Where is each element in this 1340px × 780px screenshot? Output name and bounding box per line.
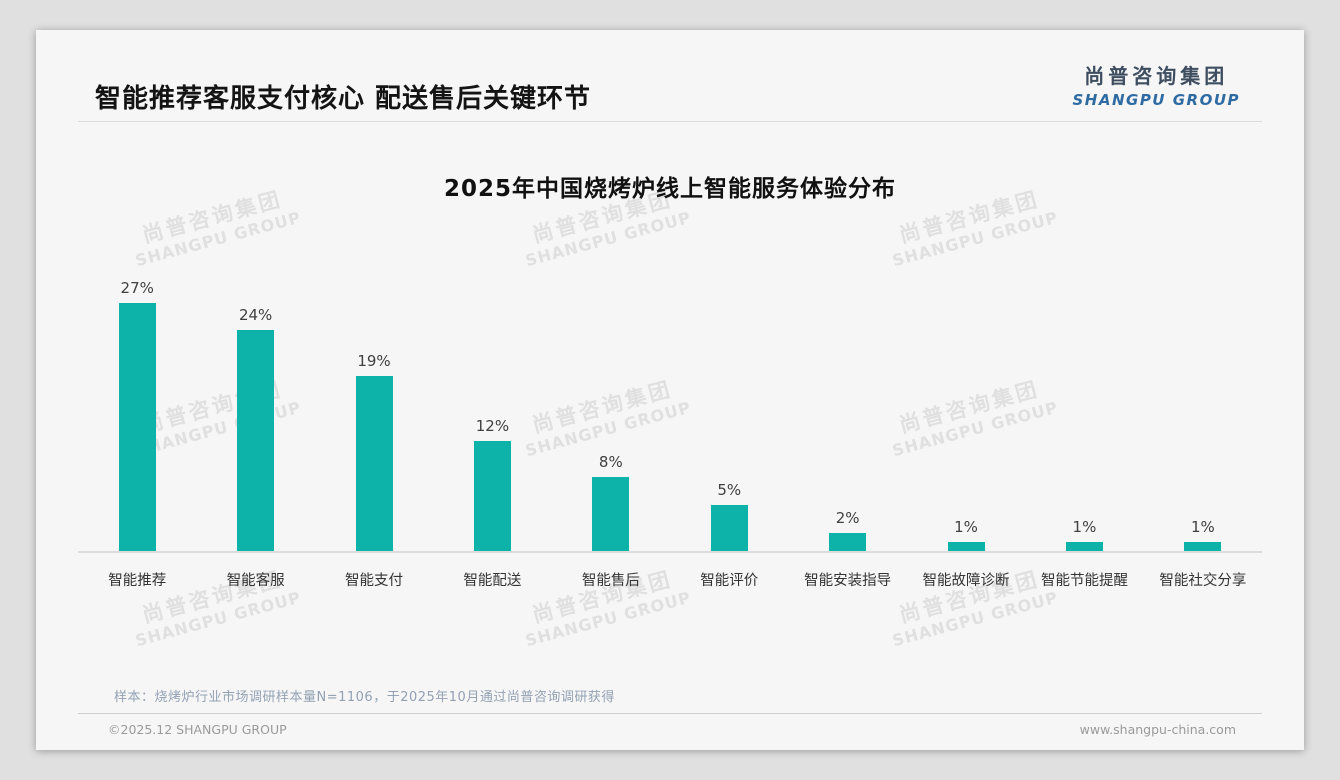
logo-english-text: SHANGPU GROUP	[1072, 91, 1240, 109]
chart-title: 2025年中国烧烤炉线上智能服务体验分布	[443, 176, 896, 202]
category-label: 智能配送	[463, 573, 522, 589]
category-label: 智能社交分享	[1159, 573, 1247, 589]
bar-value-label: 1%	[1072, 518, 1097, 536]
category-label: 智能故障诊断	[922, 573, 1010, 589]
footer: ©2025.12 SHANGPU GROUP www.shangpu-china…	[108, 722, 1236, 737]
bar	[237, 330, 275, 551]
company-logo: 尚普咨询集团 SHANGPU GROUP	[1072, 60, 1240, 109]
bar-group: 1%	[1025, 518, 1143, 551]
bar	[592, 477, 630, 551]
bar-group: 19%	[315, 352, 433, 551]
bar-group: 12%	[433, 417, 551, 551]
category-label: 智能客服	[226, 573, 285, 589]
chart-category-axis: 智能推荐 智能客服 智能支付 智能配送 智能售后 智能评价 智能安装指导 智能故障诊断 智能节能…	[78, 569, 1262, 590]
footer-divider	[78, 713, 1262, 714]
category-label: 智能安装指导	[804, 573, 892, 589]
category-label: 智能推荐	[108, 573, 167, 589]
website-url: www.shangpu-china.com	[1079, 722, 1236, 737]
bar	[355, 376, 393, 551]
page-title: 智能推荐客服支付核心 配送售后关键环节	[95, 84, 592, 114]
watermark-english-text: SHANGPU GROUP	[523, 587, 694, 651]
bar	[1184, 542, 1222, 551]
sample-note: 样本：烧烤炉行业市场调研样本量N=1106，于2025年10月通过尚普咨询调研获…	[114, 690, 615, 705]
bar-value-label: 27%	[120, 279, 154, 297]
bar-value-label: 24%	[238, 306, 273, 324]
bar-group: 24%	[196, 306, 314, 551]
category-label: 智能评价	[700, 573, 759, 589]
bar	[829, 533, 867, 551]
watermark-english-text: SHANGPU GROUP	[890, 587, 1061, 651]
bar-value-label: 5%	[717, 481, 742, 499]
bar-group: 1%	[907, 518, 1025, 551]
bar	[118, 303, 156, 551]
watermark-english-text: SHANGPU GROUP	[133, 587, 304, 651]
bar-value-label: 19%	[357, 352, 391, 370]
category-label: 智能售后	[581, 573, 640, 589]
header-divider	[78, 121, 1262, 122]
bar-value-label: 12%	[475, 417, 510, 435]
bar	[710, 505, 748, 551]
logo-chinese-text: 尚普咨询集团	[1084, 64, 1229, 88]
chart-plot-area: 27% 24% 19% 12% 8% 5% 2% 1% 1% 1%	[78, 273, 1262, 553]
bar-group: 1%	[1144, 518, 1262, 551]
copyright-text: ©2025.12 SHANGPU GROUP	[108, 722, 287, 737]
bar-group: 27%	[78, 279, 196, 551]
bar	[473, 441, 511, 551]
watermark-english-text: SHANGPU GROUP	[133, 207, 304, 271]
bar	[1065, 542, 1103, 551]
category-label: 智能节能提醒	[1040, 573, 1128, 589]
bar-value-label: 8%	[598, 453, 623, 471]
bar	[947, 542, 985, 551]
bar-value-label: 1%	[954, 518, 978, 536]
report-card: 尚普咨询集团 SHANGPU GROUP 尚普咨询集团 SHANGPU GROUP 尚普…	[36, 30, 1304, 750]
category-label: 智能支付	[345, 573, 404, 589]
bar-value-label: 2%	[835, 509, 860, 527]
watermark-english-text: SHANGPU GROUP	[523, 207, 694, 271]
bar-group: 2%	[788, 509, 906, 551]
bar-value-label: 1%	[1190, 518, 1215, 536]
bar-group: 5%	[670, 481, 788, 551]
watermark-english-text: SHANGPU GROUP	[890, 207, 1061, 271]
bar-group: 8%	[552, 453, 670, 551]
